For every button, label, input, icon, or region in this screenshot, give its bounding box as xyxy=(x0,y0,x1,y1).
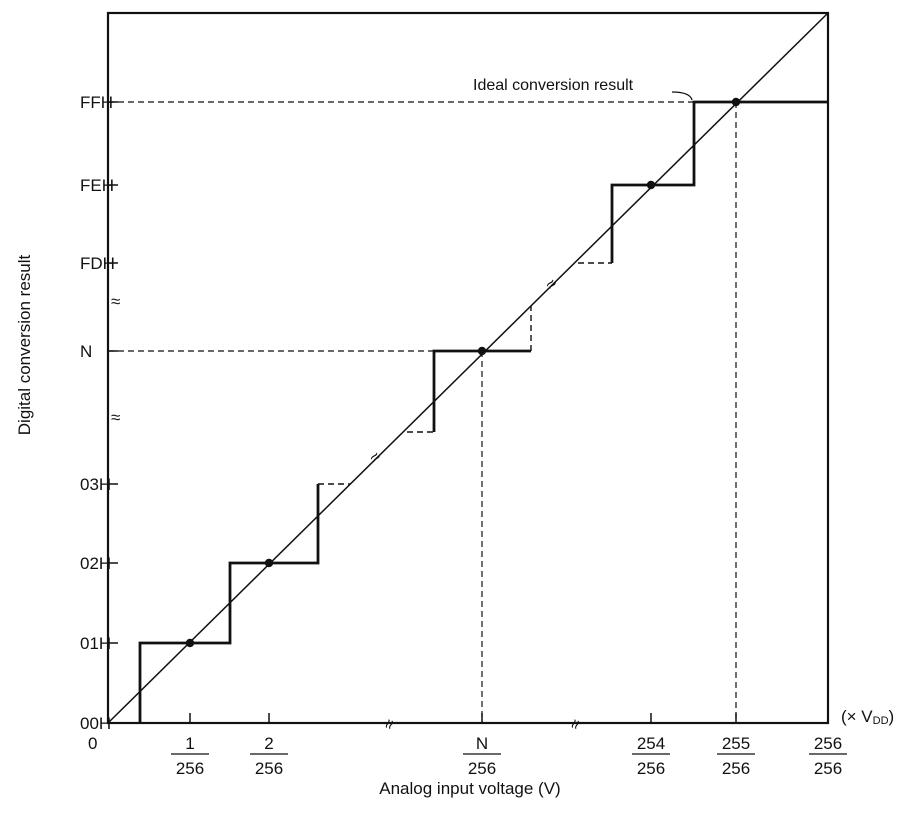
x-tick-numerator: 254 xyxy=(637,734,665,753)
x-tick-denominator: 256 xyxy=(814,759,842,778)
x-tick-numerator: 255 xyxy=(722,734,750,753)
staircase-mid xyxy=(432,349,531,432)
plot-frame xyxy=(106,11,830,725)
x-tick-denominator: 256 xyxy=(637,759,665,778)
x-axis-break: ≈ xyxy=(379,717,400,732)
ideal-point xyxy=(731,97,741,107)
x-tick-numerator: 2 xyxy=(264,734,273,753)
annotation-ideal: Ideal conversion result xyxy=(473,77,634,94)
plot-area xyxy=(106,11,847,755)
x-axis-title: Analog input voltage (V) xyxy=(379,779,560,798)
y-axis-title: Digital conversion result xyxy=(15,254,34,435)
y-tick-label: FDH xyxy=(80,254,115,273)
y-tick-label: 00H xyxy=(80,714,111,733)
staircase-low xyxy=(138,484,320,723)
x-axis-break: ≈ xyxy=(565,717,586,732)
x-tick-denominator: 256 xyxy=(176,759,204,778)
staircase-high xyxy=(610,100,828,263)
y-tick-label: N xyxy=(80,342,92,361)
x-unit-label: (× VDD) xyxy=(841,707,894,727)
ideal-point xyxy=(477,346,487,356)
x-tick-numerator: 1 xyxy=(185,734,194,753)
x-tick-denominator: 256 xyxy=(468,759,496,778)
y-axis-break: ≈ xyxy=(111,408,120,427)
ideal-point xyxy=(264,558,274,568)
y-tick-label: 02H xyxy=(80,554,111,573)
y-tick-label: FEH xyxy=(80,176,114,195)
x-tick-numerator: N xyxy=(476,734,488,753)
origin-label: 0 xyxy=(88,734,97,753)
ideal-point xyxy=(185,638,195,648)
ideal-point xyxy=(646,180,656,190)
y-axis-break: ≈ xyxy=(111,292,120,311)
diagonal-break: ≈ xyxy=(365,447,385,467)
diagonal-break: ≈ xyxy=(541,274,561,294)
x-tick-denominator: 256 xyxy=(722,759,750,778)
x-tick-numerator: 256 xyxy=(814,734,842,753)
ideal-line xyxy=(107,12,829,724)
annotation-leader xyxy=(671,91,693,101)
x-tick-denominator: 256 xyxy=(255,759,283,778)
y-tick-label: 03H xyxy=(80,475,111,494)
y-tick-label: FFH xyxy=(80,93,113,112)
y-tick-label: 01H xyxy=(80,634,111,653)
